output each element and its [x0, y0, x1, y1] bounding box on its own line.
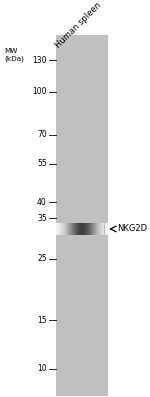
Text: 55: 55 — [37, 159, 47, 168]
Bar — [100, 223, 101, 235]
Bar — [93, 223, 94, 235]
Bar — [67, 223, 68, 235]
Text: Human spleen: Human spleen — [54, 0, 104, 50]
Bar — [91, 223, 92, 235]
Bar — [90, 223, 91, 235]
Bar — [60, 223, 61, 235]
Bar — [94, 223, 95, 235]
Bar — [58, 223, 59, 235]
Bar — [82, 223, 83, 235]
Bar — [82, 223, 83, 235]
Bar — [63, 223, 64, 235]
Bar — [101, 223, 102, 235]
Text: MW
(kDa): MW (kDa) — [4, 48, 24, 62]
Text: 10: 10 — [37, 364, 47, 373]
Bar — [102, 223, 103, 235]
Bar — [79, 223, 80, 235]
Text: 100: 100 — [32, 87, 47, 96]
Text: NKG2D: NKG2D — [117, 224, 147, 233]
Bar — [56, 35, 108, 396]
Bar — [71, 223, 72, 235]
Bar — [57, 223, 58, 235]
Bar — [69, 223, 70, 235]
Bar — [92, 223, 93, 235]
Bar — [106, 223, 107, 235]
Text: 130: 130 — [32, 56, 47, 65]
Bar — [76, 223, 77, 235]
Bar — [83, 223, 84, 235]
Bar — [62, 223, 63, 235]
Bar — [77, 223, 78, 235]
Bar — [80, 223, 81, 235]
Bar — [70, 223, 71, 235]
Bar — [84, 223, 85, 235]
Bar — [96, 223, 97, 235]
Bar — [64, 223, 65, 235]
Text: 40: 40 — [37, 198, 47, 206]
Bar — [86, 223, 87, 235]
Bar — [73, 223, 74, 235]
Bar — [88, 223, 89, 235]
Bar — [107, 223, 108, 235]
Text: 25: 25 — [37, 254, 47, 263]
Bar — [103, 223, 104, 235]
Bar — [72, 223, 73, 235]
Bar — [97, 223, 98, 235]
Bar — [74, 223, 75, 235]
Bar — [65, 223, 66, 235]
Bar — [56, 223, 57, 235]
Text: 15: 15 — [37, 316, 47, 324]
Bar — [98, 223, 99, 235]
Bar — [89, 223, 90, 235]
Bar — [66, 223, 67, 235]
Bar — [85, 223, 86, 235]
Bar — [87, 223, 88, 235]
Bar — [105, 223, 106, 235]
Text: 70: 70 — [37, 130, 47, 139]
Bar — [99, 223, 100, 235]
Bar — [61, 223, 62, 235]
Bar — [75, 223, 76, 235]
Bar — [95, 223, 96, 235]
Bar — [68, 223, 69, 235]
Text: 35: 35 — [37, 214, 47, 223]
Bar — [78, 223, 79, 235]
Bar — [104, 223, 105, 235]
Bar — [59, 223, 60, 235]
